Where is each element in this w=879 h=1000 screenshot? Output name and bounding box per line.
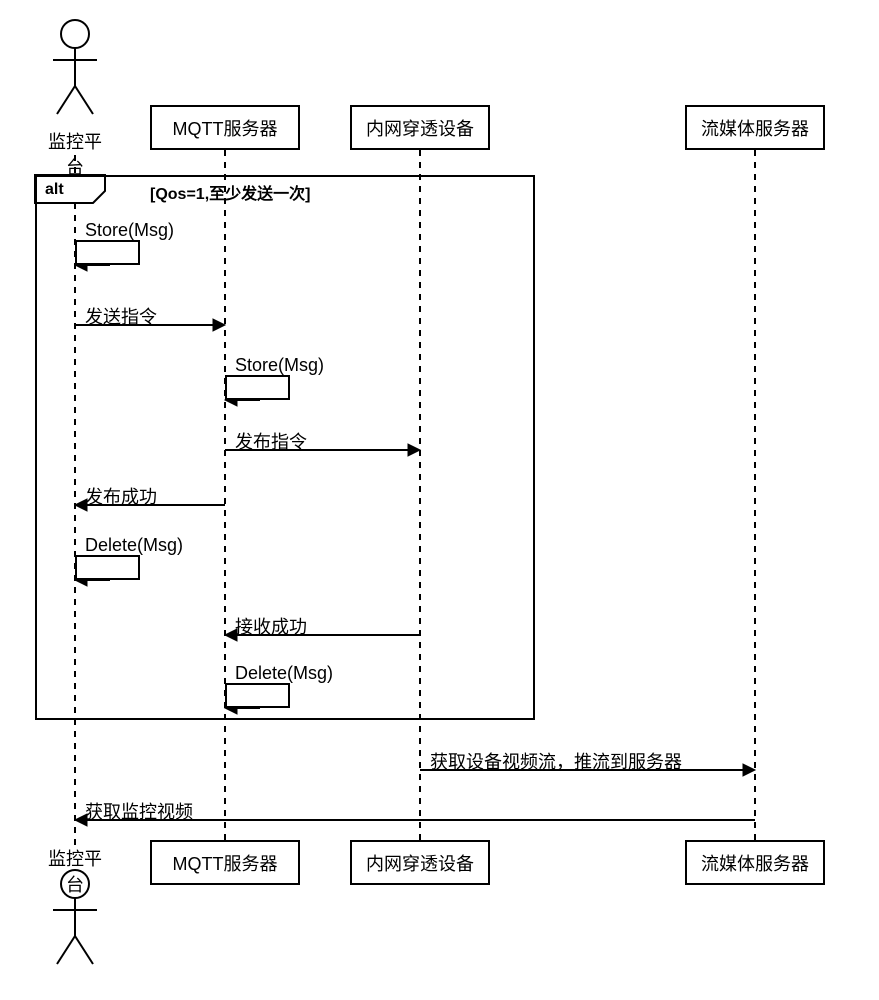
msg-publish-cmd-label: 发布指令 [235,428,307,454]
msg-store-2-label: Store(Msg) [235,355,324,376]
participant-nat-top: 内网穿透设备 [350,105,490,150]
msg-store-1-box [75,240,140,265]
msg-store-1-label: Store(Msg) [85,220,174,241]
msg-send-cmd-label: 发送指令 [85,303,157,329]
msg-delete-2-box [225,683,290,708]
msg-delete-1-label: Delete(Msg) [85,535,183,556]
msg-store-2-box [225,375,290,400]
participant-stream-bottom: 流媒体服务器 [685,840,825,885]
participant-stream-top: 流媒体服务器 [685,105,825,150]
msg-recv-ok-label: 接收成功 [235,613,307,639]
msg-delete-2-label: Delete(Msg) [235,663,333,684]
participant-nat-bottom: 内网穿透设备 [350,840,490,885]
msg-get-video-label: 获取监控视频 [85,798,193,824]
msg-publish-ok-label: 发布成功 [85,483,157,509]
participant-mqtt-top: MQTT服务器 [150,105,300,150]
msg-delete-1-box [75,555,140,580]
actor-platform-label-bottom: 监控平台 [40,845,110,897]
participant-mqtt-bottom: MQTT服务器 [150,840,300,885]
alt-guard: [Qos=1,至少发送一次] [150,180,310,204]
msg-get-stream-label: 获取设备视频流，推流到服务器 [430,748,682,774]
actor-platform-label-top: 监控平台 [40,128,110,180]
